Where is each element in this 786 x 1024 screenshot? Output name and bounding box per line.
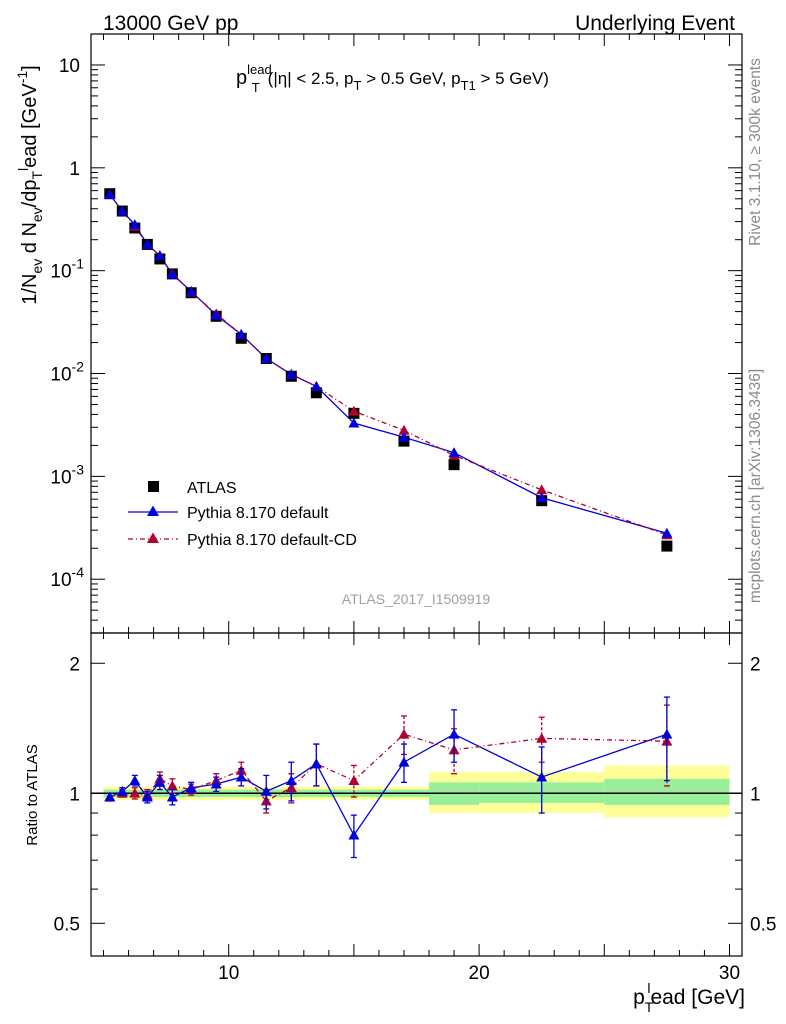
ratio-point-default <box>310 758 322 769</box>
main-y-tick-label: 10-1 <box>50 256 84 283</box>
main-title: plead T (|η| < 2.5, pT > 0.5 GeV, pT1 > 5 … <box>236 62 549 95</box>
default-data-point <box>141 238 153 249</box>
default-data-point <box>154 250 166 261</box>
main-y-tick-label: 10-3 <box>50 461 84 488</box>
ratio-frame-rect <box>90 632 743 957</box>
legend-label-atlas: ATLAS <box>187 480 237 497</box>
ratio-point-default <box>398 756 410 767</box>
atlas-data-point <box>310 387 322 399</box>
ratio-series-group <box>104 696 673 859</box>
main-series-group <box>104 188 673 552</box>
ratio-point-default-cd <box>166 780 178 791</box>
legend-marker-atlas <box>148 481 159 492</box>
ratio-point-default <box>235 771 247 782</box>
ratio-y-tick-label-right: 0.5 <box>750 914 776 935</box>
ratio-y-tick-label: 0.5 <box>54 914 80 935</box>
ratio-band-green <box>604 778 730 805</box>
ratio-point-default <box>141 791 153 802</box>
ratio-point-default-cd <box>348 775 360 785</box>
ratio-y-tick-label: 1 <box>69 784 80 805</box>
default-data-point <box>536 492 548 503</box>
default-data-point <box>260 352 272 363</box>
ratio-point-default-cd <box>129 787 141 798</box>
legend-label-default: Pythia 8.170 default <box>187 505 329 522</box>
legend-marker-default <box>147 505 159 516</box>
main-y-tick-label: 10-2 <box>50 359 84 386</box>
ratio-point-default <box>536 771 548 782</box>
default-data-point <box>448 447 460 458</box>
default-data-point <box>116 205 128 216</box>
default-data-point <box>210 309 222 320</box>
default-cd-data-point <box>536 484 548 495</box>
analysis-id: ATLAS_2017_I1509919 <box>342 591 491 607</box>
ratio-plot-frame <box>90 632 743 957</box>
ratio-y-tick-label-right: 1 <box>750 784 761 805</box>
legend-label-default-cd: Pythia 8.170 default-CD <box>187 532 357 549</box>
ratio-point-default <box>154 776 166 787</box>
rivet-label: Rivet 3.1.10, ≥ 300k events <box>747 58 764 246</box>
ratio-point-default <box>210 778 222 789</box>
main-y-axis-label: 1/Nev d Nev/dpTlead [GeV-1] <box>14 65 45 304</box>
x-tick-label: 10 <box>218 963 239 984</box>
ratio-point-default <box>129 775 141 785</box>
default-data-point <box>285 368 297 379</box>
ratio-y-tick-label: 2 <box>69 654 80 675</box>
default-data-point <box>310 380 322 391</box>
ratio-point-default <box>661 728 673 739</box>
ratio-point-default <box>166 791 178 802</box>
default-data-point <box>398 431 410 442</box>
default-data-point <box>185 285 197 296</box>
x-axis-label: pTlead [GeV] <box>633 980 745 1015</box>
ratio-point-default <box>285 775 297 785</box>
default-data-point <box>166 268 178 279</box>
legend: ATLAS Pythia 8.170 default Pythia 8.170 … <box>128 480 357 549</box>
ratio-point-default-cd <box>398 728 410 739</box>
main-y-tick-label: 10 <box>59 56 80 77</box>
main-axis-ticks: 10-4 10-3 10-2 10-1 1 10 <box>50 33 742 634</box>
atlas-data-point <box>661 540 673 552</box>
default-data-point <box>129 219 141 230</box>
x-tick-label: 30 <box>719 963 740 984</box>
default-data-point <box>235 328 247 339</box>
atlas-data-point <box>448 459 460 471</box>
ratio-axis-ticks: 10 20 30 0.5 0.5 1 1 2 2 <box>54 633 776 984</box>
default-cd-data-point <box>398 424 410 435</box>
ratio-point-default <box>348 829 360 840</box>
ratio-point-default <box>185 782 197 793</box>
ratio-point-default <box>116 785 128 796</box>
ratio-y-tick-label-right: 2 <box>750 654 761 675</box>
ratio-point-default <box>260 785 272 796</box>
legend-marker-default-cd <box>147 532 159 543</box>
ratio-y-axis-label: Ratio to ATLAS <box>24 744 41 845</box>
main-y-tick-label: 10-4 <box>50 564 84 591</box>
ratio-point-default <box>104 791 116 802</box>
header-left: 13000 GeV pp <box>103 12 238 35</box>
main-y-tick-label: 1 <box>69 159 80 180</box>
default-data-point <box>104 189 116 199</box>
x-tick-label: 20 <box>469 963 490 984</box>
header-right: Underlying Event <box>575 12 735 35</box>
default-data-point <box>661 527 673 538</box>
default-cd-data-point <box>348 405 360 416</box>
mcplots-label: mcplots.cern.ch [arXiv:1306.3436] <box>747 369 764 603</box>
ratio-point-default <box>448 728 460 739</box>
default-data-point <box>348 417 360 428</box>
ratio-point-default-cd <box>536 732 548 743</box>
